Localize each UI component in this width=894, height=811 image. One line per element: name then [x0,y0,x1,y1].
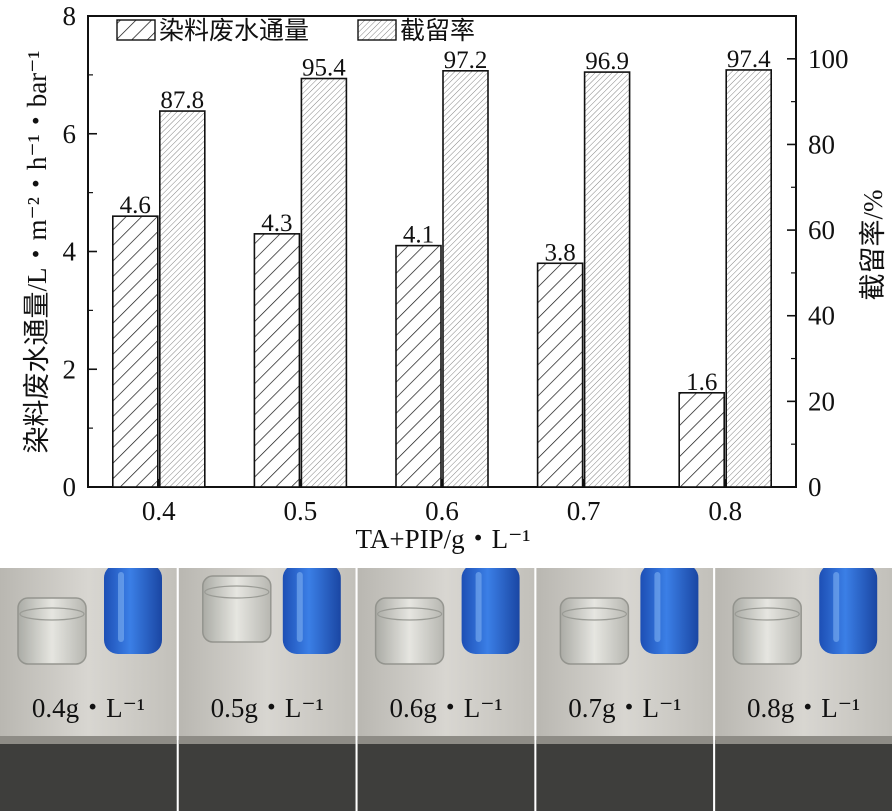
blue-dye-tube-icon [104,568,162,654]
legend-swatch-flux [116,19,156,41]
photo-panel: 0.6g・L⁻¹ [357,568,537,811]
photo-divider [355,568,358,811]
photo-panel: 0.4g・L⁻¹ [0,568,179,811]
bench-shadow [357,740,535,811]
legend-swatch-rejection [357,19,397,41]
bar-flux-0.4 [112,215,159,488]
right-tick-label-40: 40 [808,301,835,331]
photo-divider [892,568,894,811]
left-tick-label-2: 2 [63,354,77,384]
bar-rejection-0.5 [300,77,348,488]
bench-edge [357,736,535,744]
x-tick-label-0.5: 0.5 [284,496,318,526]
right-axis-title: 截留率/% [858,190,888,301]
vial-icon [17,597,87,665]
vial-icon [559,597,630,665]
vial-icon [374,597,445,665]
data-label-flux-0.6: 4.1 [403,222,434,249]
bar-rejection-0.8 [725,69,773,488]
data-label-rejection-0.6: 97.2 [444,47,488,74]
data-label-flux-0.5: 4.3 [261,210,292,237]
vial-icon [202,575,272,643]
right-tick-label-0: 0 [808,472,822,502]
photo-label-2: 0.6g・L⁻¹ [389,693,502,723]
left-tick-label-8: 8 [63,1,77,31]
bar-chart: 4.6 87.8 4.3 95.4 4.1 97.2 3.8 96.9 1.6 97.4 0 2 4 6… [22,1,888,554]
x-axis: 0.4 0.5 0.6 0.7 0.8 [142,479,742,526]
blue-dye-tube-icon [819,568,878,654]
photo-label-1: 0.5g・L⁻¹ [211,693,324,723]
tube-highlight [118,572,124,642]
bar-flux-0.7 [536,262,584,488]
legend-label-rejection: 截留率 [400,17,475,45]
bench-edge [0,736,177,744]
data-label-flux-0.8: 1.6 [686,369,717,396]
right-tick-label-80: 80 [808,129,835,159]
left-tick-label-0: 0 [63,472,77,502]
bench-shadow [536,740,714,811]
data-label-rejection-0.7: 96.9 [585,48,629,75]
vial-icon [732,597,802,665]
vial-rim [377,607,443,621]
photo-divider [534,568,537,811]
data-label-rejection-0.5: 95.4 [302,55,346,82]
x-axis-title: TA+PIP/g・L⁻¹ [356,524,531,554]
photo-label-0: 0.4g・L⁻¹ [32,693,145,723]
bench-edge [536,736,714,744]
vial-rim [734,607,800,621]
bar-flux-0.5 [253,233,301,488]
bar-rejection-0.7 [583,71,631,488]
left-tick-label-6: 6 [63,119,77,149]
x-tick-label-0.6: 0.6 [425,496,459,526]
bars-group [112,69,773,488]
legend-label-flux: 染料废水通量 [159,17,309,45]
right-axis: 0 20 40 60 80 100 [787,44,849,502]
left-axis: 0 2 4 6 8 [63,1,97,502]
right-tick-label-100: 100 [808,44,849,74]
x-tick-label-0.4: 0.4 [142,496,176,526]
photo-divider [176,568,179,811]
photo-label-3: 0.7g・L⁻¹ [568,693,681,723]
bar-flux-0.6 [395,244,442,488]
left-axis-title: 染料废水通量/L・m⁻²・h⁻¹・bar⁻¹ [22,50,52,453]
left-tick-label-4: 4 [63,237,77,267]
bench-shadow [0,740,177,811]
vial-rim [561,607,628,621]
blue-dye-tube-icon [640,568,699,654]
data-label-rejection-0.8: 97.4 [727,46,771,73]
bench-shadow [178,740,356,811]
blue-dye-tube-icon [282,568,341,654]
tube-highlight [654,572,661,642]
blue-dye-tube-icon [461,568,520,654]
bench-shadow [715,740,892,811]
bar-flux-0.8 [678,391,726,488]
data-label-flux-0.7: 3.8 [544,239,575,266]
right-tick-label-60: 60 [808,215,835,245]
vial-rim [204,585,270,599]
tube-highlight [475,572,482,642]
vial-rim [19,607,85,621]
tube-highlight [296,572,303,642]
x-tick-label-0.7: 0.7 [567,496,601,526]
tube-highlight [833,572,840,642]
photo-panel: 0.7g・L⁻¹ [536,568,716,811]
data-label-flux-0.4: 4.6 [120,192,151,219]
bar-rejection-0.6 [442,70,489,488]
x-tick-label-0.8: 0.8 [708,496,742,526]
bar-labels-group: 4.6 87.8 4.3 95.4 4.1 97.2 3.8 96.9 1.6 97.4 [120,46,771,396]
data-label-rejection-0.4: 87.8 [160,87,204,114]
photo-panel: 0.5g・L⁻¹ [178,568,358,811]
photo-divider [713,568,716,811]
bench-edge [178,736,356,744]
legend: 染料废水通量 截留率 [116,17,475,45]
photo-strip: 0.4g・L⁻¹ 0.5g・L⁻¹ 0.6g・L⁻¹ 0.7g・L⁻¹ 0.8g・L⁻¹ [0,568,894,811]
bar-rejection-0.4 [159,110,206,488]
bench-edge [715,736,892,744]
right-tick-label-20: 20 [808,386,835,416]
photo-label-4: 0.8g・L⁻¹ [747,693,860,723]
photo-panel: 0.8g・L⁻¹ [715,568,894,811]
